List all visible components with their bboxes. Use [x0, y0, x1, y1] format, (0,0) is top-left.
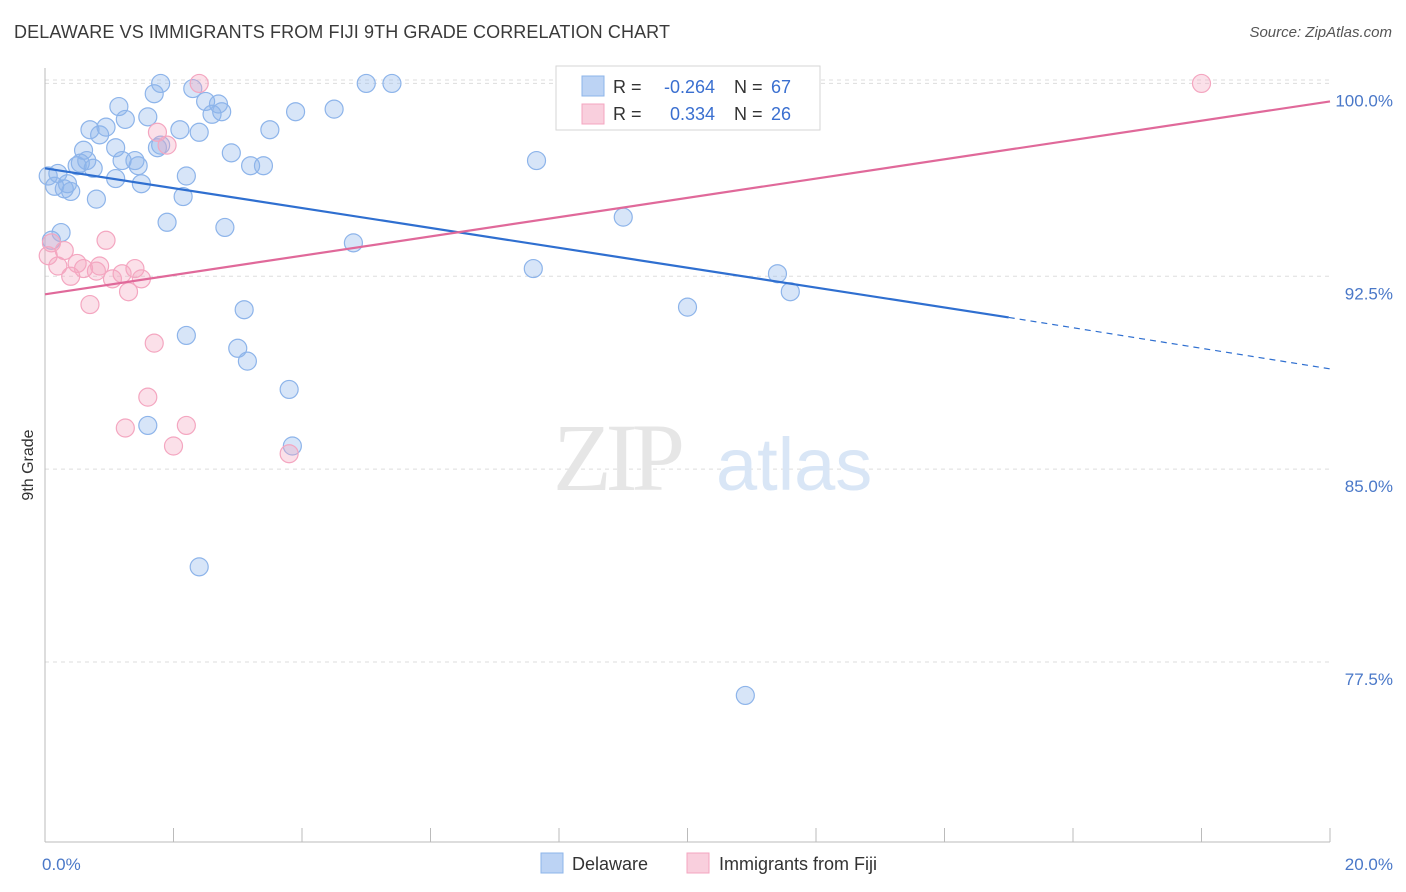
- series-legend-swatch-fiji: [686, 852, 710, 874]
- x-tick-label-1: 20.0%: [1345, 855, 1393, 874]
- delaware-point-48: [285, 102, 306, 122]
- fiji-point-24: [279, 444, 299, 464]
- delaware-point-44: [253, 156, 274, 176]
- delaware-point-11: [83, 158, 103, 178]
- x-tick-label-0: 0.0%: [42, 855, 81, 874]
- delaware-point-49: [324, 99, 344, 119]
- delaware-point-31: [176, 166, 196, 186]
- fiji-point-20: [163, 436, 184, 456]
- legend-swatch-blue: [581, 75, 605, 97]
- y-tick-label-1: 92.5%: [1345, 284, 1393, 303]
- delaware-point-45: [260, 120, 280, 140]
- delaware-point-27: [151, 73, 171, 94]
- y-tick-label-0: 100.0%: [1335, 91, 1393, 110]
- delaware-point-66: [77, 150, 97, 171]
- fiji-point-22: [189, 73, 209, 94]
- delaware-point-12: [90, 125, 110, 145]
- fiji-point-10: [96, 230, 116, 250]
- delaware-point-40: [228, 338, 248, 358]
- fiji-point-7: [80, 294, 100, 315]
- delaware-point-5: [57, 174, 78, 194]
- watermark-atlas: atlas: [716, 423, 872, 506]
- delaware-point-18: [115, 109, 135, 130]
- delaware-point-57: [526, 150, 547, 171]
- delaware-point-36: [208, 94, 229, 114]
- legend-pink-r-label: R =: [613, 104, 642, 124]
- series-legend-delaware: Delaware: [572, 854, 648, 874]
- legend-blue-n-label: N =: [734, 77, 763, 97]
- y-tick-label-2: 85.0%: [1345, 477, 1393, 496]
- delaware-point-10: [80, 120, 100, 140]
- delaware-point-39: [221, 143, 241, 163]
- legend-blue-n-value: 67: [771, 77, 791, 97]
- fiji-point-8: [86, 261, 107, 281]
- delaware-point-59: [677, 297, 698, 317]
- axes: [44, 68, 1331, 843]
- fiji-point-14: [125, 258, 145, 279]
- source-label: Source: ZipAtlas.com: [1249, 24, 1392, 41]
- fiji-point-3: [54, 240, 74, 261]
- y-tick-label-3: 77.5%: [1345, 670, 1393, 689]
- series-legend-swatch-delaware: [540, 852, 564, 874]
- delaware-trend-extension: [1008, 316, 1331, 370]
- delaware-point-58: [613, 207, 633, 227]
- fiji-trend-line: [44, 100, 1331, 296]
- legend-pink-r-value: 0.334: [670, 104, 715, 124]
- delaware-point-13: [86, 189, 107, 209]
- delaware-point-28: [157, 212, 177, 232]
- trend-lines: [44, 100, 1331, 370]
- delaware-point-30: [173, 186, 193, 207]
- fiji-point-19: [157, 135, 177, 155]
- grid-lines: [45, 79, 1330, 663]
- delaware-point-53: [176, 325, 196, 346]
- fiji-point-18: [147, 122, 168, 142]
- fiji-point-21: [176, 415, 196, 436]
- legend-swatch-pink: [581, 103, 605, 125]
- stats-legend: R = -0.264 N = 67 R = 0.334 N = 26: [555, 65, 821, 131]
- fiji-point-5: [67, 253, 87, 274]
- delaware-point-24: [144, 84, 164, 104]
- fiji-point-25: [1191, 73, 1212, 94]
- fiji-point-16: [138, 387, 158, 407]
- delaware-point-32: [183, 78, 203, 99]
- delaware-point-61: [735, 685, 755, 706]
- fiji-point-9: [90, 256, 110, 276]
- fiji-point-17: [144, 333, 164, 353]
- delaware-trend-line: [44, 167, 1009, 319]
- fiji-point-23: [115, 418, 135, 438]
- delaware-point-6: [61, 181, 81, 202]
- delaware-point-54: [138, 415, 158, 436]
- watermark: ZIP atlas: [553, 404, 872, 511]
- delaware-point-38: [215, 217, 235, 238]
- delaware-point-21: [128, 156, 148, 176]
- delaware-point-20: [125, 150, 145, 171]
- delaware-point-46: [279, 379, 299, 400]
- delaware-point-55: [189, 557, 209, 577]
- delaware-point-56: [523, 258, 543, 279]
- delaware-point-52: [382, 73, 402, 94]
- delaware-point-37: [212, 102, 232, 122]
- watermark-zip: ZIP: [553, 404, 682, 511]
- delaware-point-14: [96, 117, 116, 137]
- delaware-point-33: [189, 122, 209, 142]
- legend-pink-n-label: N =: [734, 104, 763, 124]
- delaware-point-23: [138, 107, 158, 127]
- delaware-point-42: [237, 351, 257, 371]
- legend-pink-n-value: 26: [771, 104, 791, 124]
- legend-blue-r-label: R =: [613, 77, 642, 97]
- legend-blue-r-value: -0.264: [664, 77, 715, 97]
- tick-labels: 100.0% 92.5% 85.0% 77.5% 0.0% 20.0%: [42, 91, 1393, 874]
- y-axis-label: 9th Grade: [20, 429, 37, 500]
- series-legend: Delaware Immigrants from Fiji: [540, 852, 877, 874]
- delaware-point-65: [38, 166, 58, 186]
- delaware-point-29: [170, 120, 190, 140]
- delaware-point-47: [282, 436, 302, 456]
- data-points: [38, 73, 1212, 706]
- delaware-point-51: [356, 73, 376, 94]
- delaware-point-41: [234, 300, 254, 320]
- chart-title: DELAWARE VS IMMIGRANTS FROM FIJI 9TH GRA…: [14, 22, 671, 42]
- delaware-point-9: [73, 140, 94, 160]
- series-legend-fiji: Immigrants from Fiji: [719, 854, 877, 874]
